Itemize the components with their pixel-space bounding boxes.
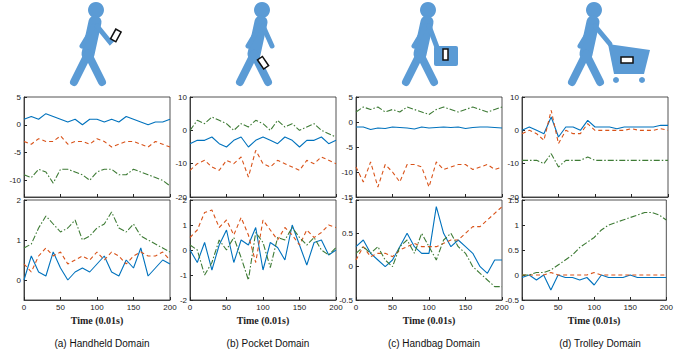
- svg-text:200: 200: [660, 303, 674, 312]
- svg-text:0: 0: [349, 118, 354, 127]
- svg-text:-0.5: -0.5: [339, 295, 353, 305]
- svg-text:-2: -2: [180, 296, 188, 305]
- svg-text:Time (0.01s): Time (0.01s): [403, 315, 456, 327]
- svg-text:0.5: 0.5: [342, 229, 354, 238]
- svg-text:0: 0: [17, 120, 22, 129]
- svg-text:50: 50: [554, 303, 563, 312]
- svg-text:100: 100: [256, 303, 270, 312]
- svg-text:200: 200: [163, 303, 177, 312]
- svg-text:0: 0: [17, 276, 22, 285]
- svg-text:200: 200: [329, 303, 343, 312]
- svg-text:-10: -10: [341, 168, 353, 177]
- svg-text:Time (0.01s): Time (0.01s): [568, 315, 621, 327]
- svg-text:-15: -15: [341, 192, 353, 202]
- svg-text:0: 0: [349, 262, 354, 271]
- svg-text:-1: -1: [180, 271, 188, 280]
- svg-text:5: 5: [17, 93, 22, 102]
- svg-text:150: 150: [127, 303, 141, 312]
- svg-text:-5: -5: [14, 148, 22, 157]
- svg-text:150: 150: [624, 303, 638, 312]
- svg-text:0: 0: [354, 303, 359, 312]
- svg-text:5: 5: [349, 93, 354, 102]
- svg-text:10: 10: [510, 93, 519, 102]
- svg-text:200: 200: [495, 303, 509, 312]
- svg-text:100: 100: [422, 303, 436, 312]
- svg-text:(c) Handbag Domain: (c) Handbag Domain: [388, 338, 480, 349]
- svg-text:1: 1: [349, 196, 354, 205]
- svg-text:100: 100: [587, 303, 601, 312]
- svg-text:(b) Pocket Domain: (b) Pocket Domain: [227, 338, 310, 349]
- svg-text:50: 50: [388, 303, 397, 312]
- svg-text:0: 0: [515, 271, 520, 280]
- svg-text:1: 1: [183, 221, 188, 230]
- svg-text:1: 1: [17, 236, 22, 245]
- svg-text:Time (0.01s): Time (0.01s): [237, 315, 290, 327]
- svg-text:1.5: 1.5: [508, 196, 520, 205]
- svg-text:0: 0: [22, 303, 27, 312]
- svg-text:0: 0: [188, 303, 193, 312]
- svg-text:(a) Handheld Domain: (a) Handheld Domain: [54, 338, 149, 349]
- svg-text:2: 2: [183, 196, 188, 205]
- svg-text:0: 0: [183, 246, 188, 255]
- svg-text:150: 150: [293, 303, 307, 312]
- svg-text:-20: -20: [175, 192, 187, 202]
- svg-text:-0.5: -0.5: [505, 295, 519, 305]
- svg-text:0: 0: [515, 126, 520, 135]
- svg-text:-10: -10: [9, 176, 21, 185]
- svg-text:0: 0: [520, 303, 525, 312]
- svg-text:50: 50: [222, 303, 231, 312]
- svg-text:0: 0: [183, 126, 188, 135]
- svg-text:100: 100: [90, 303, 104, 312]
- svg-text:(d) Trolley Domain: (d) Trolley Domain: [559, 338, 641, 349]
- svg-text:50: 50: [56, 303, 65, 312]
- svg-text:0.5: 0.5: [508, 246, 520, 255]
- svg-text:-10: -10: [175, 159, 187, 168]
- svg-text:2: 2: [17, 196, 22, 205]
- svg-text:1: 1: [515, 221, 520, 230]
- svg-text:-10: -10: [507, 159, 519, 168]
- svg-text:150: 150: [459, 303, 473, 312]
- svg-text:-5: -5: [346, 143, 354, 152]
- svg-text:Time (0.01s): Time (0.01s): [71, 315, 124, 327]
- svg-text:10: 10: [178, 93, 187, 102]
